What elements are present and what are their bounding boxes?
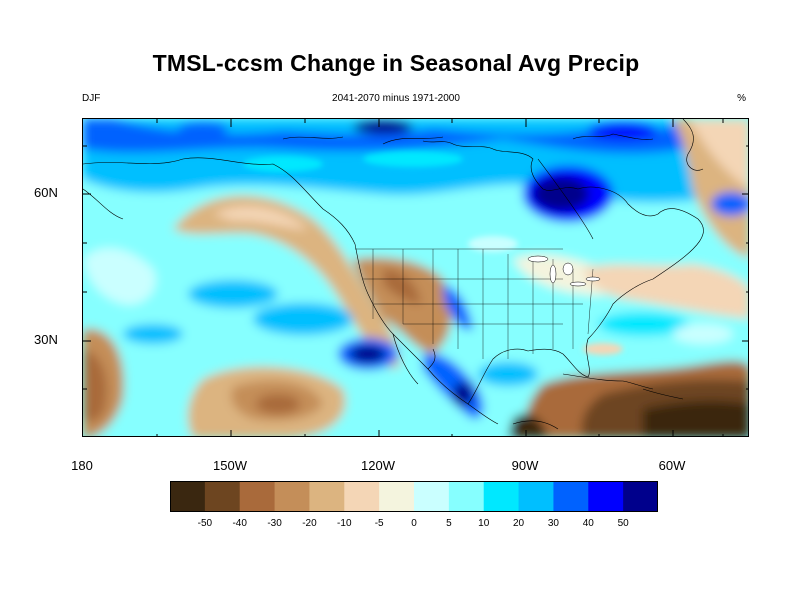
units-label: %: [737, 93, 746, 104]
colorbar-tick-label: 40: [582, 518, 594, 529]
colorbar-tick-label: -40: [232, 518, 247, 529]
map-title: TMSL-ccsm Change in Seasonal Avg Precip: [152, 50, 640, 76]
lon-label-120w: 120W: [361, 458, 395, 473]
colorbar-tick-label: -10: [337, 518, 352, 529]
colorbar-outline: [170, 481, 658, 512]
map-canvas: [83, 119, 748, 436]
precip-field: [83, 119, 748, 436]
colorbar-swatch: [239, 481, 276, 512]
colorbar-tick-label: 0: [411, 518, 417, 529]
lon-label-180: 180: [71, 458, 93, 473]
colorbar-tick-label: -5: [374, 518, 384, 529]
colorbar-swatch: [344, 481, 380, 512]
precip-field-detail: [243, 151, 623, 355]
colorbar-swatch: [414, 481, 450, 512]
lon-label-60w: 60W: [658, 458, 686, 473]
colorbar-swatch: [448, 481, 485, 512]
colorbar-swatch: [588, 481, 624, 512]
lat-label-30n: 30N: [34, 332, 58, 347]
season-label: DJF: [82, 93, 101, 104]
lon-label-90w: 90W: [511, 458, 539, 473]
colorbar-swatch: [170, 481, 206, 512]
map-ticks: [83, 119, 748, 436]
colorbar-swatch: [309, 481, 345, 512]
colorbar-swatch: [204, 481, 241, 512]
colorbar-tick-label: 10: [478, 518, 490, 529]
precip-change-map: [82, 118, 749, 437]
lon-label-150w: 150W: [213, 458, 247, 473]
colorbar: [170, 481, 658, 512]
colorbar-swatch: [483, 481, 520, 512]
colorbar-swatch: [623, 481, 658, 512]
coastlines: [83, 119, 704, 430]
colorbar-tick-label: 5: [446, 518, 452, 529]
colorbar-tick-label: -20: [302, 518, 317, 529]
lat-label-60n: 60N: [34, 185, 58, 200]
colorbar-swatch: [553, 481, 589, 512]
colorbar-tick-label: -30: [267, 518, 282, 529]
colorbar-tick-label: 20: [513, 518, 525, 529]
great-lakes: [527, 255, 601, 287]
period-label: 2041-2070 minus 1971-2000: [332, 93, 460, 104]
colorbar-tick-label: -50: [197, 518, 213, 529]
colorbar-swatch: [274, 481, 310, 512]
colorbar-swatch: [518, 481, 554, 512]
colorbar-tick-label: 30: [547, 518, 559, 529]
colorbar-swatch: [379, 481, 415, 512]
colorbar-tick-label: 50: [617, 518, 629, 529]
